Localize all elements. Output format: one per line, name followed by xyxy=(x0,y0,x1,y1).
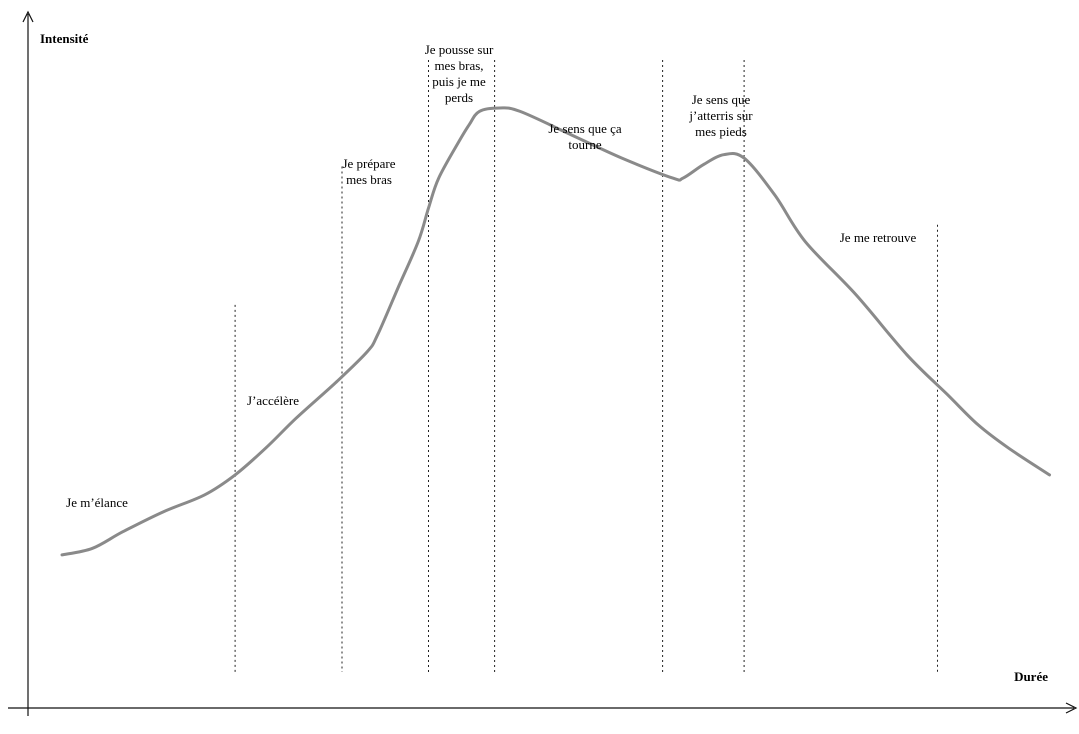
phase-dividers xyxy=(234,60,938,672)
phase-label: Je pousse sur xyxy=(425,42,494,57)
x-axis-arrow xyxy=(1065,702,1078,714)
phase-label: mes bras xyxy=(346,172,392,187)
phase-label: tourne xyxy=(568,137,601,152)
x-axis-label: Durée xyxy=(1014,669,1048,684)
phase-label: perds xyxy=(445,90,473,105)
phase-label: J’accélère xyxy=(247,393,299,408)
phase-label: Je me retrouve xyxy=(840,230,917,245)
y-axis-arrow xyxy=(22,10,34,23)
phase-label: puis je me xyxy=(432,74,486,89)
y-axis-label: Intensité xyxy=(40,31,89,46)
phase-label: Je sens que xyxy=(692,92,751,107)
intensity-curve xyxy=(60,106,1051,557)
phase-label: mes bras, xyxy=(434,58,483,73)
phase-label: mes pieds xyxy=(695,124,747,139)
phase-label: j’atterris sur xyxy=(688,108,753,123)
phase-label: Je prépare xyxy=(342,156,395,171)
phase-label: Je sens que ça xyxy=(548,121,622,136)
series-group xyxy=(60,106,1051,557)
phase-label: Je m’élance xyxy=(66,495,128,510)
